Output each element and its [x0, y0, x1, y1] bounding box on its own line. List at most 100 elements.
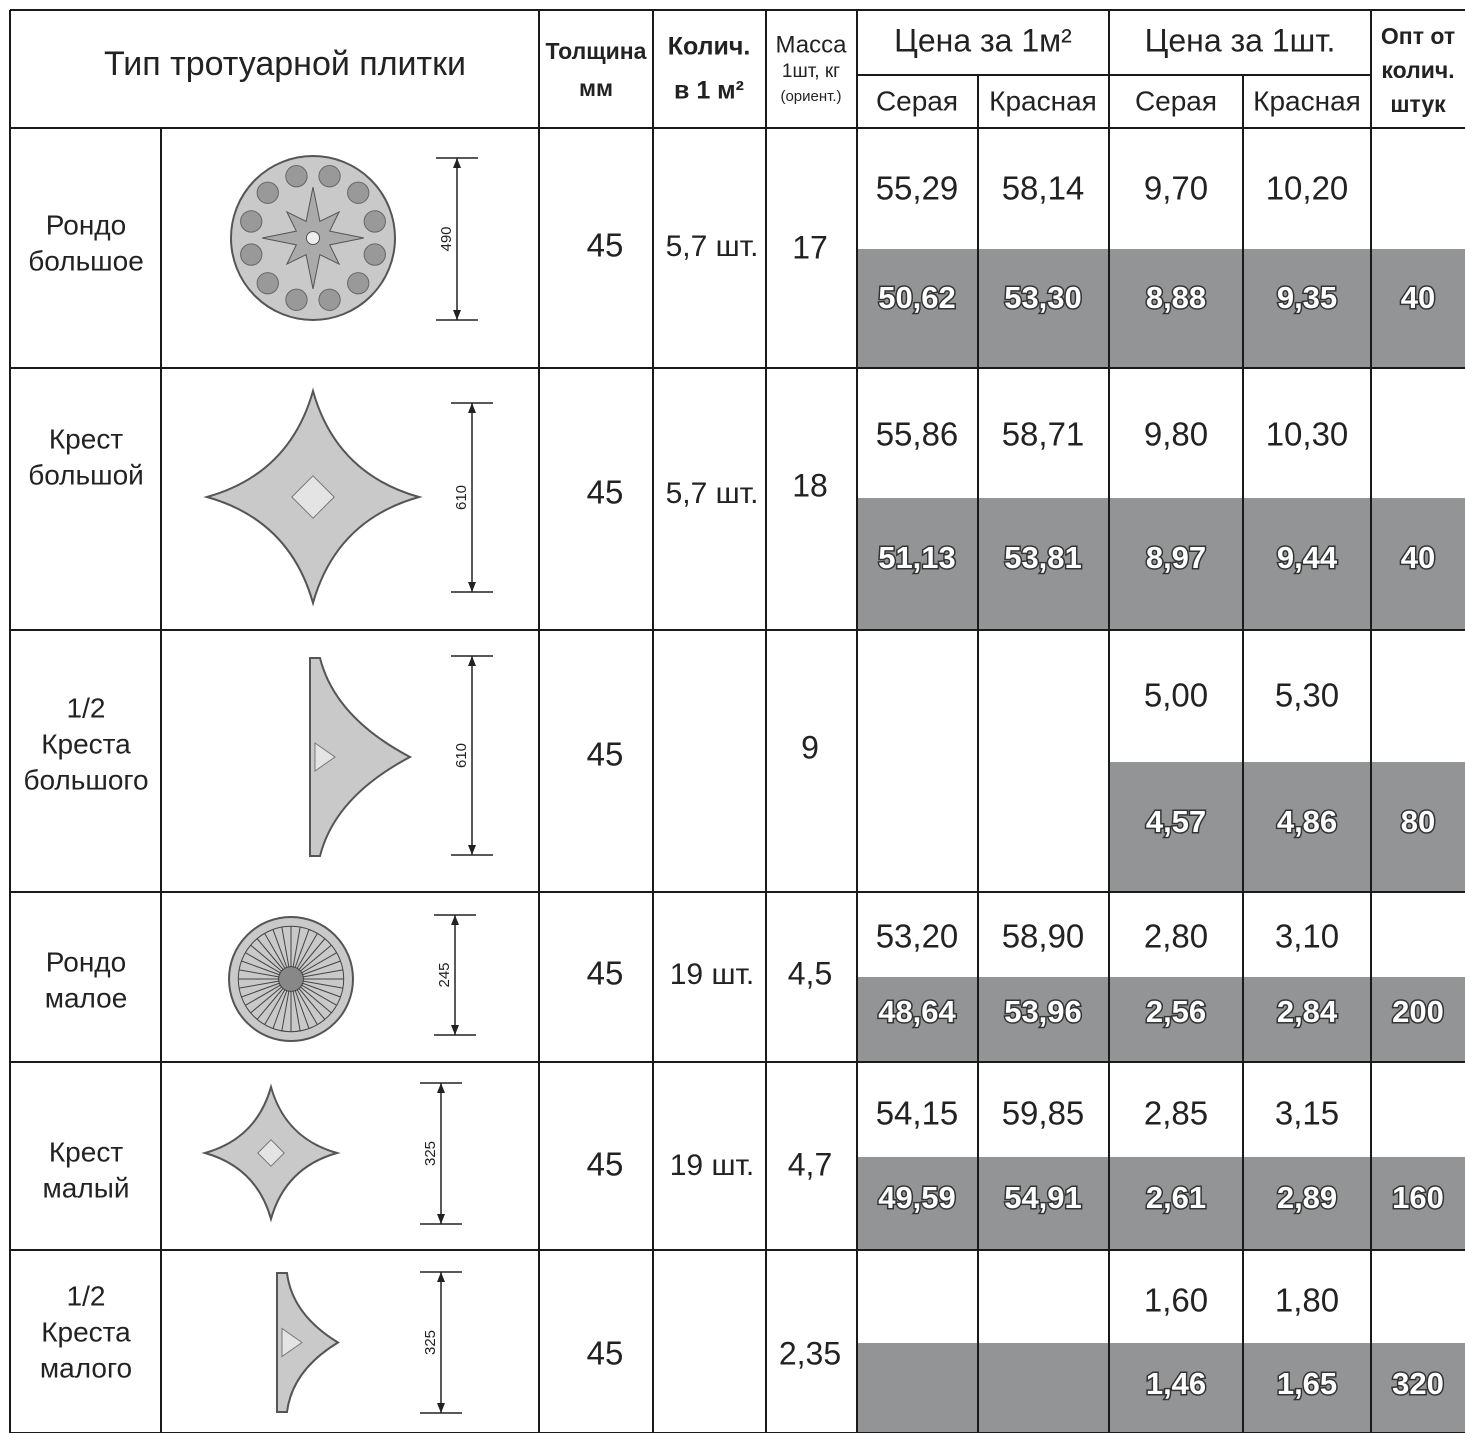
tile-drawing	[292, 991, 301, 1031]
mass: 4,7	[788, 1146, 832, 1182]
tile-drawing	[256, 272, 279, 295]
tile-drawing	[272, 990, 288, 1029]
tile-drawing	[285, 288, 308, 311]
wholesale-band	[857, 249, 1465, 368]
wholesale-price: 2,84	[1277, 994, 1338, 1029]
tile-name: Рондо	[46, 209, 126, 240]
wholesale-price: 51,13	[878, 540, 956, 575]
tile-drawing	[281, 1327, 303, 1358]
quantity-per-m2: 5,7 шт.	[666, 477, 759, 510]
retail-price: 5,00	[1144, 677, 1208, 714]
wholesale-price: 8,97	[1146, 540, 1206, 575]
header-text: (ориент.)	[780, 88, 841, 105]
tile-drawing	[292, 927, 301, 967]
tile-name: большое	[28, 245, 144, 276]
tile-drawing	[363, 210, 386, 233]
tile-drawing	[303, 969, 343, 978]
wholesale-price: 2,89	[1277, 1180, 1337, 1215]
header-text: мм	[579, 75, 613, 101]
wholesale-price: 49,59	[878, 1180, 956, 1215]
mass: 17	[792, 229, 828, 265]
tile-drawing	[278, 966, 304, 992]
retail-price: 1,80	[1275, 1282, 1339, 1319]
tile-drawing	[309, 657, 413, 857]
wholesale-price: 4,57	[1146, 804, 1206, 839]
tile-name: 1/2	[67, 1280, 106, 1311]
mass: 2,35	[779, 1335, 841, 1371]
wholesale-price: 8,88	[1146, 280, 1206, 315]
subheader-text: Серая	[1135, 85, 1217, 116]
min-quantity: 40	[1401, 280, 1435, 315]
dimension-label: 325	[422, 1141, 439, 1166]
tile-name: большого	[23, 764, 148, 795]
wholesale-price: 9,35	[1277, 280, 1337, 315]
dimension-label: 490	[438, 226, 455, 251]
min-quantity: 160	[1392, 1180, 1444, 1215]
tile-name: малое	[45, 982, 128, 1013]
retail-price: 5,30	[1275, 677, 1339, 714]
tile-drawing	[250, 986, 282, 1014]
tile-drawing	[305, 230, 321, 246]
tile-drawing	[296, 989, 318, 1025]
mass: 4,5	[788, 955, 832, 991]
tile-name: Крест	[49, 423, 123, 454]
wholesale-price: 53,96	[1004, 994, 1082, 1029]
tile-name: большой	[28, 459, 144, 490]
retail-price: 58,71	[1002, 416, 1085, 453]
tile-drawing	[347, 272, 370, 295]
retail-price: 10,30	[1266, 416, 1349, 453]
min-quantity: 200	[1392, 994, 1444, 1029]
wholesale-price: 2,56	[1146, 994, 1206, 1029]
header-text: 1шт, кг	[782, 61, 840, 82]
mass: 9	[801, 729, 819, 765]
thickness: 45	[587, 227, 624, 264]
tile-drawing	[300, 944, 332, 972]
dimension-label: 245	[436, 962, 453, 987]
wholesale-band	[857, 977, 1465, 1062]
wholesale-price: 9,44	[1277, 540, 1338, 575]
min-quantity: 80	[1401, 804, 1435, 839]
wholesale-band	[1109, 762, 1465, 892]
header-text: Цена за 1шт.	[1145, 22, 1336, 58]
dimension-label: 610	[453, 743, 470, 768]
tile-name: Креста	[41, 1316, 131, 1347]
wholesale-price: 53,81	[1004, 540, 1082, 575]
thickness: 45	[587, 955, 624, 992]
tile-name: малого	[40, 1352, 132, 1383]
tile-drawing	[276, 1272, 340, 1413]
retail-price: 55,29	[876, 170, 959, 207]
tile-drawing	[281, 927, 290, 967]
quantity-per-m2: 19 шт.	[670, 1149, 755, 1182]
retail-price: 2,85	[1144, 1095, 1208, 1132]
tile-drawing	[302, 960, 341, 976]
thickness: 45	[587, 1335, 624, 1372]
header-text: Толщина	[546, 38, 647, 64]
tile-drawing	[300, 986, 332, 1014]
wholesale-price: 53,30	[1004, 280, 1082, 315]
tile-drawing	[281, 991, 290, 1031]
retail-price: 58,14	[1002, 170, 1085, 207]
wholesale-band	[857, 1157, 1465, 1250]
wholesale-price: 54,91	[1004, 1180, 1082, 1215]
tile-drawing	[294, 990, 310, 1029]
subheader-text: Серая	[876, 85, 958, 116]
wholesale-price: 2,61	[1146, 1180, 1206, 1215]
tile-name: Креста	[41, 728, 131, 759]
tile-drawing	[314, 742, 336, 772]
wholesale-price: 1,46	[1146, 1366, 1206, 1401]
retail-price: 3,15	[1275, 1095, 1339, 1132]
tile-name: Рондо	[46, 946, 126, 977]
tile-drawing	[256, 181, 279, 204]
tile-drawing	[296, 933, 318, 969]
wholesale-price: 50,62	[878, 280, 956, 315]
subheader-text: Красная	[1253, 85, 1361, 116]
tile-name: 1/2	[67, 692, 106, 723]
dimension-label: 325	[422, 1330, 439, 1355]
tile-drawing	[237, 925, 345, 1033]
tile-drawing	[241, 960, 280, 976]
retail-price: 54,15	[876, 1095, 959, 1132]
min-quantity: 320	[1392, 1366, 1444, 1401]
tile-drawing	[291, 475, 335, 519]
